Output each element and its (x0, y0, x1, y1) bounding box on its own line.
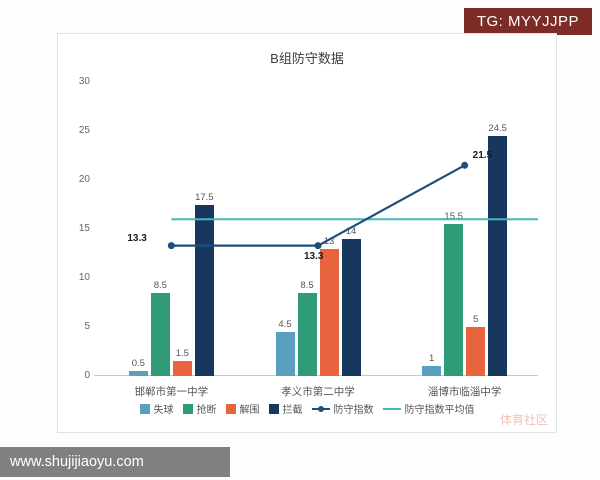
legend-swatch-icon (268, 403, 279, 414)
bar-拦截 (194, 204, 214, 376)
legend-label: 抢断 (196, 405, 217, 416)
line-marker (461, 161, 469, 169)
bar-解围 (319, 248, 339, 376)
y-tick-label: 30 (78, 76, 90, 87)
plot-area: 0 5 10 15 20 25 30 0.5 4.5 1 8.5 8.5 15.5 1.5 13 5 17.5 1… (79, 76, 538, 398)
y-tick-label: 0 (84, 370, 90, 381)
legend-item-失球: 失球 (139, 401, 174, 416)
bar-解围 (466, 327, 486, 376)
chart-card: B组防守数据 0 5 10 15 20 25 30 0.5 4.5 1 8.5 8.5 15.5 1.5 1… (57, 33, 557, 433)
legend-label: 解围 (239, 405, 260, 416)
legend-swatch-icon (182, 403, 193, 414)
bar-抢断 (297, 292, 317, 376)
bar-value-label: 13 (323, 235, 335, 247)
x-category-label: 孝义市第二中学 (281, 386, 355, 398)
line-marker (167, 242, 175, 250)
chart-title: B组防守数据 (270, 51, 344, 66)
site-watermark-text: www.shujijiaoyu.com (10, 454, 144, 470)
line-point-label: 21.5 (472, 150, 493, 162)
bar-value-label: 0.5 (131, 358, 145, 370)
legend: 失球 抢断 解围 拦截 防守指数 防守指数平均值 (58, 401, 556, 416)
legend-item-解围: 解围 (225, 401, 260, 416)
bar-value-label: 1 (429, 353, 435, 365)
legend-marker-icon (317, 405, 324, 412)
line-point-label: 13.3 (304, 250, 324, 262)
legend-label: 失球 (153, 405, 174, 416)
bar-value-label: 5 (473, 314, 479, 325)
bar-抢断 (444, 224, 464, 376)
bar-value-label: 14 (345, 225, 357, 237)
x-category-label: 邯郸市第一中学 (134, 386, 209, 398)
y-tick-label: 20 (78, 174, 90, 185)
bar-抢断 (150, 292, 170, 376)
legend-label: 拦截 (282, 405, 303, 416)
bar-解围 (172, 361, 192, 376)
legend-line-icon (311, 405, 330, 412)
bar-value-label: 8.5 (300, 279, 314, 291)
bar-失球 (422, 366, 442, 376)
y-tick-label: 5 (84, 321, 90, 332)
line-marker (314, 242, 322, 250)
bar-value-label: 8.5 (153, 279, 167, 291)
defense-index-line (171, 164, 466, 247)
bar-拦截 (488, 135, 508, 376)
line-point-label: 13.3 (127, 232, 147, 244)
bar-value-label: 15.5 (444, 211, 463, 223)
corner-watermark: 体育社区 (499, 413, 548, 427)
bar-value-label: 17.5 (195, 191, 214, 203)
legend-item-防守指数平均值: 防守指数平均值 (382, 401, 475, 416)
tg-badge: TG: MYYJJPP (463, 8, 592, 35)
bar-失球 (275, 331, 295, 376)
legend-swatch-icon (225, 403, 236, 414)
legend-line-icon (382, 407, 401, 410)
y-tick-label: 25 (78, 125, 90, 136)
x-category-label: 淄博市临淄中学 (427, 386, 502, 398)
bar-value-label: 4.5 (278, 318, 292, 330)
bar-value-label: 24.5 (488, 122, 507, 134)
y-tick-label: 10 (78, 272, 90, 283)
legend-label: 防守指数平均值 (404, 405, 475, 416)
bar-value-label: 1.5 (175, 348, 189, 360)
bar-拦截 (341, 238, 361, 376)
legend-item-防守指数: 防守指数 (311, 401, 374, 416)
legend-swatch-icon (139, 403, 150, 414)
legend-label: 防守指数 (333, 405, 374, 416)
bar-失球 (128, 371, 148, 376)
y-tick-label: 15 (78, 223, 90, 234)
legend-item-抢断: 抢断 (182, 401, 217, 416)
site-watermark-bar: www.shujijiaoyu.com (0, 447, 230, 477)
legend-item-拦截: 拦截 (268, 401, 303, 416)
lines-overlay (167, 161, 538, 250)
